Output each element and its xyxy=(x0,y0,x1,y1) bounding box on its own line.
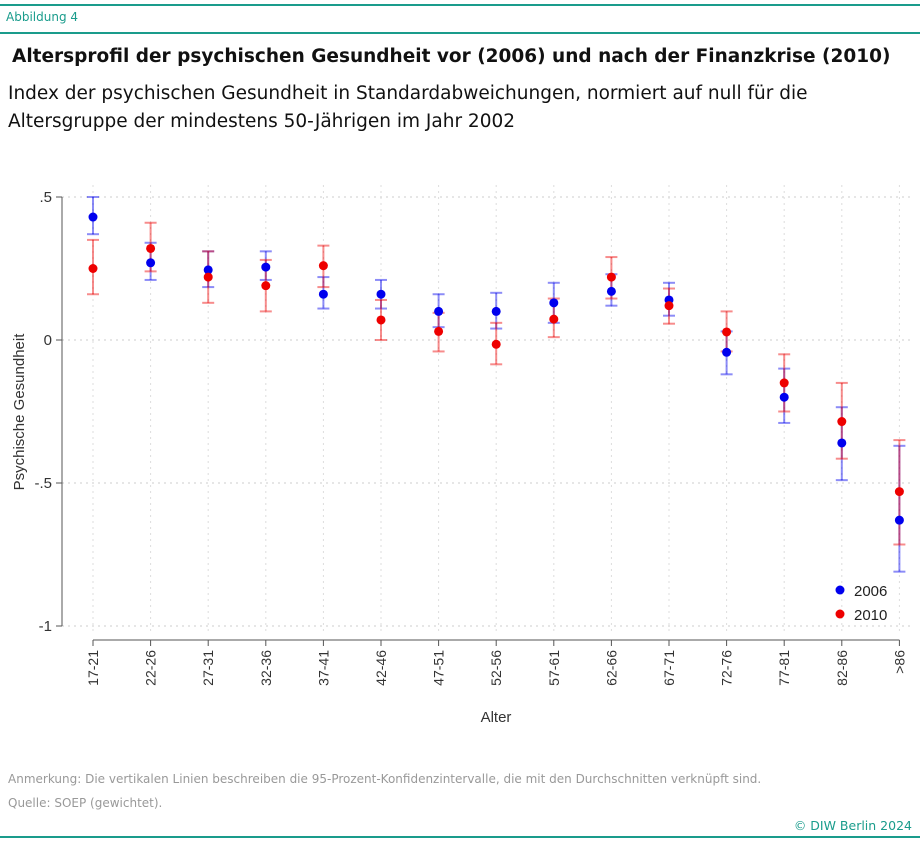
bottom-rule xyxy=(0,836,920,838)
data-point-2010 xyxy=(549,314,559,324)
legend-label-2010: 2010 xyxy=(854,607,887,624)
copyright: © DIW Berlin 2024 xyxy=(793,818,912,833)
y-axis-label: Psychische Gesundheit xyxy=(11,333,28,491)
data-point-2010 xyxy=(837,417,847,427)
y-tick-label: -1 xyxy=(39,618,52,635)
data-point-2010 xyxy=(318,261,328,271)
x-tick-label: >86 xyxy=(891,650,907,674)
data-point-2010 xyxy=(434,326,444,336)
legend-label-2006: 2006 xyxy=(854,583,887,600)
header-rule xyxy=(0,32,920,34)
data-point-2006 xyxy=(203,265,213,275)
legend-marker-2010 xyxy=(835,609,845,619)
source-note: Quelle: SOEP (gewichtet). xyxy=(8,796,163,810)
x-tick-label: 22-26 xyxy=(143,650,159,686)
data-point-2010 xyxy=(88,264,98,273)
data-point-2010 xyxy=(203,272,213,282)
x-tick-label: 47-51 xyxy=(431,650,447,686)
figure-label: Abbildung 4 xyxy=(6,10,79,24)
data-point-2006 xyxy=(722,347,732,357)
x-tick-label: 62-66 xyxy=(603,650,619,686)
data-point-2006 xyxy=(376,289,386,299)
top-rule xyxy=(0,4,920,6)
x-tick-label: 72-76 xyxy=(719,650,735,686)
chart-subtitle: Index der psychischen Gesundheit in Stan… xyxy=(8,83,808,132)
y-tick-label: -.5 xyxy=(34,475,52,492)
x-tick-label: 82-86 xyxy=(834,650,850,686)
data-point-2006 xyxy=(894,515,904,525)
x-tick-label: 77-81 xyxy=(776,650,792,686)
x-tick-label: 52-56 xyxy=(488,650,504,686)
y-tick-label: 0 xyxy=(44,332,52,349)
data-point-2010 xyxy=(261,281,271,291)
data-point-2006 xyxy=(837,438,847,448)
x-tick-label: 32-36 xyxy=(258,650,274,686)
data-point-2006 xyxy=(318,289,328,299)
data-point-2006 xyxy=(146,258,156,268)
x-tick-label: 67-71 xyxy=(661,650,677,686)
x-tick-label: 17-21 xyxy=(85,650,101,686)
chart-title: Altersprofil der psychischen Gesundheit … xyxy=(12,46,891,67)
data-point-2006 xyxy=(779,392,789,402)
x-axis-label: Alter xyxy=(481,709,512,726)
data-point-2010 xyxy=(779,378,789,388)
data-point-2010 xyxy=(722,327,732,337)
data-point-2010 xyxy=(376,315,386,325)
data-point-2006 xyxy=(88,212,98,222)
data-point-2006 xyxy=(606,286,616,296)
x-tick-label: 57-61 xyxy=(546,650,562,686)
x-tick-label: 42-46 xyxy=(373,650,389,686)
data-point-2010 xyxy=(664,301,674,311)
y-tick-label: .5 xyxy=(39,189,52,206)
data-point-2010 xyxy=(606,272,616,282)
data-point-2006 xyxy=(434,306,444,316)
data-point-2010 xyxy=(146,243,156,253)
x-tick-label: 27-31 xyxy=(200,650,216,686)
data-point-2006 xyxy=(491,306,501,316)
legend-marker-2006 xyxy=(835,585,845,595)
data-point-2006 xyxy=(261,262,271,272)
data-point-2010 xyxy=(491,339,501,349)
data-point-2006 xyxy=(549,298,559,308)
footnote: Anmerkung: Die vertikalen Linien beschre… xyxy=(8,772,762,786)
data-point-2010 xyxy=(894,487,904,497)
x-tick-label: 37-41 xyxy=(315,650,331,686)
